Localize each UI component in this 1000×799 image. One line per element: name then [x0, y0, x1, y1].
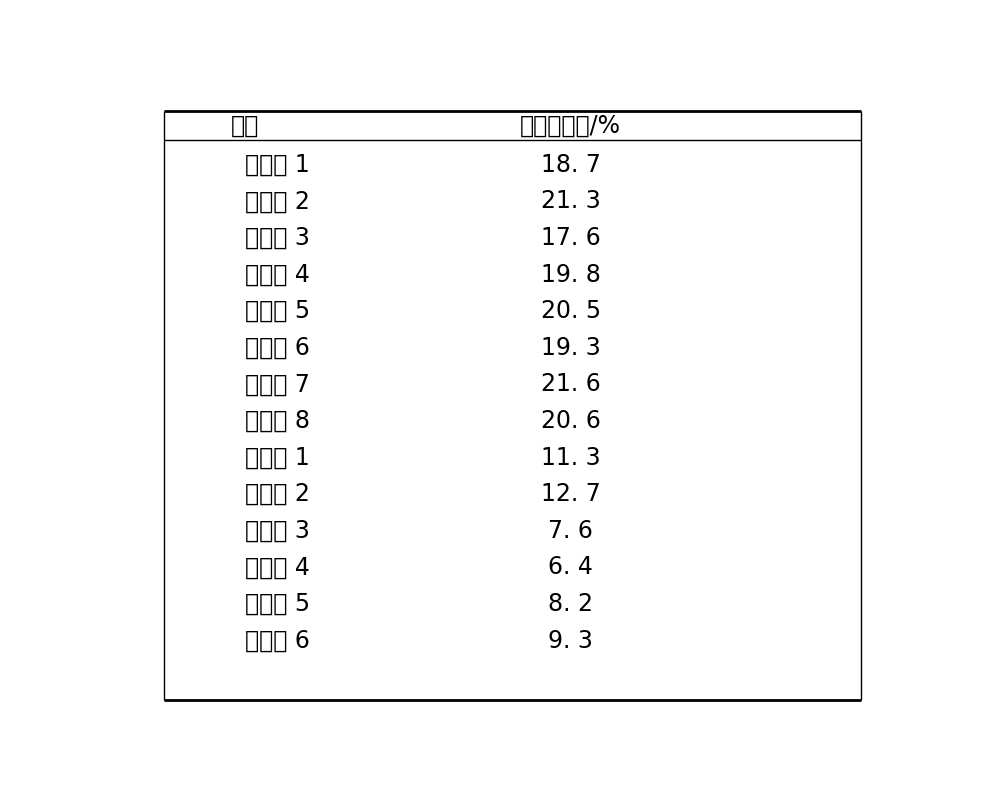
Text: 9. 3: 9. 3	[548, 629, 593, 653]
Text: 对比例 1: 对比例 1	[245, 446, 310, 470]
Text: 19. 8: 19. 8	[541, 263, 601, 287]
Text: 7. 6: 7. 6	[548, 519, 593, 543]
Text: 对比例 4: 对比例 4	[245, 555, 310, 579]
Text: 实施例 2: 实施例 2	[245, 189, 310, 213]
Text: 11. 3: 11. 3	[541, 446, 600, 470]
Text: 对比例 5: 对比例 5	[245, 592, 310, 616]
Text: 对比例 6: 对比例 6	[245, 629, 310, 653]
Text: 20. 5: 20. 5	[541, 299, 601, 324]
Text: 实施例 1: 实施例 1	[245, 153, 310, 177]
Text: 实施例 8: 实施例 8	[245, 409, 310, 433]
Text: 实施例 7: 实施例 7	[245, 372, 310, 396]
Text: 对比例 2: 对比例 2	[245, 483, 310, 507]
Text: 6. 4: 6. 4	[548, 555, 593, 579]
Text: 19. 3: 19. 3	[541, 336, 600, 360]
Text: 21. 6: 21. 6	[541, 372, 600, 396]
Text: 实施例 6: 实施例 6	[245, 336, 310, 360]
Text: 对比例 3: 对比例 3	[245, 519, 310, 543]
Text: 实施例 5: 实施例 5	[245, 299, 310, 324]
Text: 20. 6: 20. 6	[541, 409, 601, 433]
Text: 实施例 4: 实施例 4	[245, 263, 310, 287]
Text: 17. 6: 17. 6	[541, 226, 600, 250]
Text: 12. 7: 12. 7	[541, 483, 600, 507]
Text: 8. 2: 8. 2	[548, 592, 593, 616]
Text: 提高采收率/%: 提高采收率/%	[520, 113, 621, 137]
Text: 实例: 实例	[231, 113, 259, 137]
Text: 21. 3: 21. 3	[541, 189, 600, 213]
Text: 实施例 3: 实施例 3	[245, 226, 310, 250]
Text: 18. 7: 18. 7	[541, 153, 601, 177]
